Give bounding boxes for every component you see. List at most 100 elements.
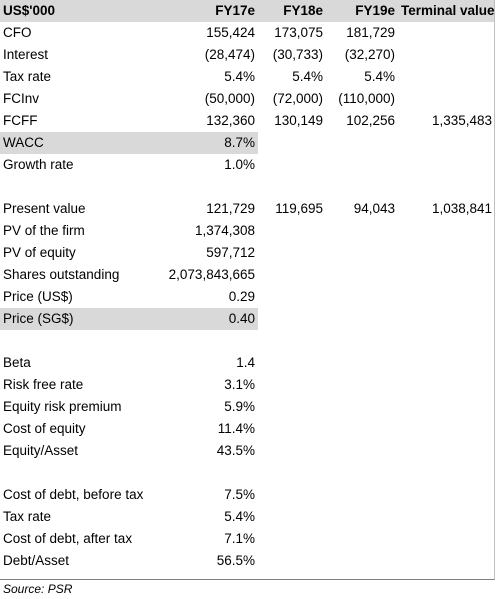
row-value — [258, 418, 326, 440]
spacer-cell — [326, 462, 398, 484]
row-value — [398, 374, 495, 396]
row-label: Interest — [3, 47, 49, 62]
row-value — [326, 528, 398, 550]
row-value: 5.4% — [224, 69, 255, 84]
header-col-fy19e: FY19e — [326, 0, 398, 22]
row-value — [398, 154, 495, 176]
row-label: Price (SG$) — [0, 308, 156, 330]
row-value — [398, 264, 495, 286]
spacer-cell — [398, 330, 495, 352]
row-value — [258, 484, 326, 506]
row-value: 5.9% — [224, 399, 255, 414]
row-value: 3.1% — [224, 377, 255, 392]
header-col-fy17e: FY17e — [156, 0, 258, 22]
table-row: Equity risk premium 5.9% — [0, 396, 495, 418]
row-value — [258, 220, 326, 242]
row-label: Equity/Asset — [3, 443, 79, 458]
row-value — [258, 374, 326, 396]
row-value: 1.0% — [224, 157, 255, 172]
spacer-row — [0, 330, 495, 352]
table-row: PV of equity 597,712 — [0, 242, 495, 264]
row-value — [398, 44, 495, 66]
row-value — [258, 528, 326, 550]
table-row: Growth rate 1.0% — [0, 154, 495, 176]
spacer-cell — [258, 330, 326, 352]
table-row: Beta 1.4 — [0, 352, 495, 374]
row-value — [258, 506, 326, 528]
row-value — [398, 506, 495, 528]
row-value: 56.5% — [216, 553, 255, 568]
row-value — [326, 506, 398, 528]
row-label: FCFF — [3, 113, 38, 128]
row-value — [258, 286, 326, 308]
row-value — [326, 308, 398, 330]
row-value — [258, 440, 326, 462]
row-value: 2,073,843,665 — [168, 267, 255, 282]
row-value: 173,075 — [274, 25, 323, 40]
row-value: 7.1% — [224, 531, 255, 546]
row-value: 155,424 — [206, 25, 255, 40]
row-value — [398, 22, 495, 44]
table-row: Cost of debt, before tax 7.5% — [0, 484, 495, 506]
row-value: (28,474) — [204, 47, 255, 62]
row-value: 0.40 — [156, 308, 258, 330]
table-row: PV of the firm 1,374,308 — [0, 220, 495, 242]
table-header-row: US$'000 FY17e FY18e FY19e Terminal value — [0, 0, 495, 22]
row-value — [398, 66, 495, 88]
row-value — [398, 352, 495, 374]
spacer-cell — [0, 176, 156, 198]
row-label: Cost of debt, before tax — [3, 487, 144, 502]
row-value: 597,712 — [206, 245, 255, 260]
row-label: Equity risk premium — [3, 399, 122, 414]
row-value — [398, 286, 495, 308]
row-value: (110,000) — [338, 91, 395, 106]
row-value — [326, 440, 398, 462]
row-value — [398, 418, 495, 440]
row-value — [326, 418, 398, 440]
row-value — [326, 132, 398, 154]
row-value: 94,043 — [353, 201, 395, 216]
table-row: FCFF 132,360 130,149 102,256 1,335,483 — [0, 110, 495, 132]
row-value — [326, 396, 398, 418]
spacer-row — [0, 462, 495, 484]
spacer-row — [0, 176, 495, 198]
row-value — [258, 264, 326, 286]
spacer-cell — [156, 462, 258, 484]
spacer-cell — [0, 330, 156, 352]
row-label: PV of the firm — [3, 223, 85, 238]
table-row: Risk free rate 3.1% — [0, 374, 495, 396]
table-row: Shares outstanding 2,073,843,665 — [0, 264, 495, 286]
row-value: 121,729 — [206, 201, 255, 216]
table-row: Price (US$) 0.29 — [0, 286, 495, 308]
row-value: (32,270) — [344, 47, 395, 62]
row-label: Price (US$) — [3, 289, 73, 304]
row-value — [398, 242, 495, 264]
header-col-terminal-value: Terminal value — [398, 0, 495, 22]
row-label: Risk free rate — [3, 377, 84, 392]
row-value — [258, 154, 326, 176]
row-value — [398, 308, 495, 330]
row-label: FCInv — [3, 91, 40, 106]
row-label: Cost of equity — [3, 421, 86, 436]
row-label: Shares outstanding — [3, 267, 120, 282]
row-value — [398, 396, 495, 418]
header-unit: US$'000 — [0, 0, 156, 22]
row-value: (30,733) — [272, 47, 323, 62]
table-row: WACC 8.7% — [0, 132, 495, 154]
row-label: WACC — [0, 132, 156, 154]
row-value: 43.5% — [216, 443, 255, 458]
row-value: 1.4 — [236, 355, 255, 370]
table-row: Cost of equity 11.4% — [0, 418, 495, 440]
row-value: (72,000) — [272, 91, 323, 106]
table-row: Present value 121,729 119,695 94,043 1,038,8… — [0, 198, 495, 220]
row-value — [326, 352, 398, 374]
source-note: Source: PSR — [3, 582, 73, 596]
spacer-cell — [156, 176, 258, 198]
row-value — [258, 396, 326, 418]
table-row: Tax rate 5.4% — [0, 506, 495, 528]
row-label: Tax rate — [3, 509, 52, 524]
row-value — [398, 528, 495, 550]
spacer-cell — [156, 330, 258, 352]
row-value — [326, 286, 398, 308]
row-value: 5.4% — [364, 69, 395, 84]
